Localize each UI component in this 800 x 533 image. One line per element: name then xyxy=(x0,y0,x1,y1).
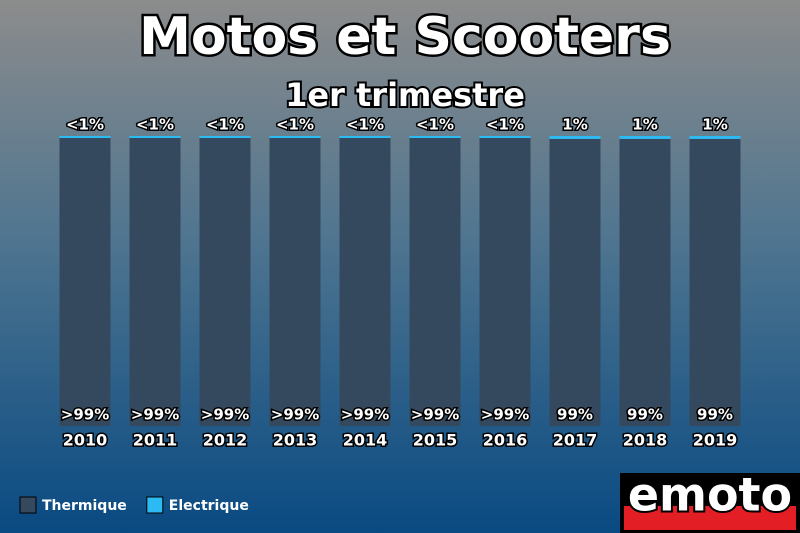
data-label: >99% xyxy=(201,406,249,424)
bar-segment xyxy=(549,136,601,139)
x-tick-label: 2012 xyxy=(203,431,248,450)
data-label: >99% xyxy=(61,406,109,424)
x-tick-label: 2016 xyxy=(483,431,528,450)
legend-swatch xyxy=(146,496,164,514)
logo-text: emoto xyxy=(628,468,792,522)
data-label: >99% xyxy=(411,406,459,424)
bar-segment xyxy=(59,136,111,138)
data-label: >99% xyxy=(341,406,389,424)
bar-segment xyxy=(129,136,181,138)
bar-segment xyxy=(689,138,741,426)
x-tick-label: 2011 xyxy=(133,431,178,450)
data-label: >99% xyxy=(131,406,179,424)
logo-stripe xyxy=(624,506,796,530)
bar-segment xyxy=(479,137,531,426)
bar-segment xyxy=(59,137,111,426)
data-label: <1% xyxy=(136,116,174,134)
data-label: 1% xyxy=(702,116,727,134)
data-label: 1% xyxy=(632,116,657,134)
x-tick-label: 2017 xyxy=(553,431,598,450)
data-label: >99% xyxy=(481,406,529,424)
bar-segment xyxy=(619,136,671,139)
data-label: 99% xyxy=(557,406,593,424)
chart-title: Motos et Scooters xyxy=(139,7,671,67)
bar-segment xyxy=(269,137,321,426)
bar-segment xyxy=(129,137,181,426)
logo: emoto xyxy=(620,466,800,533)
data-label: <1% xyxy=(346,116,384,134)
x-tick-label: 2015 xyxy=(413,431,458,450)
chart-subtitle: 1er trimestre xyxy=(285,76,525,114)
bar-segment xyxy=(409,136,461,138)
x-tick-label: 2013 xyxy=(273,431,318,450)
bar-segment xyxy=(619,138,671,426)
x-tick-label: 2014 xyxy=(343,431,388,450)
data-label: 1% xyxy=(562,116,587,134)
data-label: <1% xyxy=(416,116,454,134)
bar-segment xyxy=(339,136,391,138)
x-tick-label: 2018 xyxy=(623,431,668,450)
data-label: <1% xyxy=(486,116,524,134)
data-label: >99% xyxy=(271,406,319,424)
legend-label: Thermique xyxy=(42,498,127,514)
legend-swatch xyxy=(19,496,37,514)
bar-segment xyxy=(339,137,391,426)
bar-segment xyxy=(479,136,531,138)
data-label: <1% xyxy=(276,116,314,134)
data-label: <1% xyxy=(206,116,244,134)
bar-segment xyxy=(549,138,601,426)
data-label: <1% xyxy=(66,116,104,134)
bar-segment xyxy=(689,136,741,139)
x-tick-label: 2010 xyxy=(63,431,108,450)
bar-segment xyxy=(199,137,251,426)
legend-label: Electrique xyxy=(169,498,249,514)
bar-segment xyxy=(199,136,251,138)
data-label: 99% xyxy=(697,406,733,424)
bar-segment xyxy=(409,137,461,426)
x-tick-label: 2019 xyxy=(693,431,738,450)
bar-segment xyxy=(269,136,321,138)
data-label: 99% xyxy=(627,406,663,424)
